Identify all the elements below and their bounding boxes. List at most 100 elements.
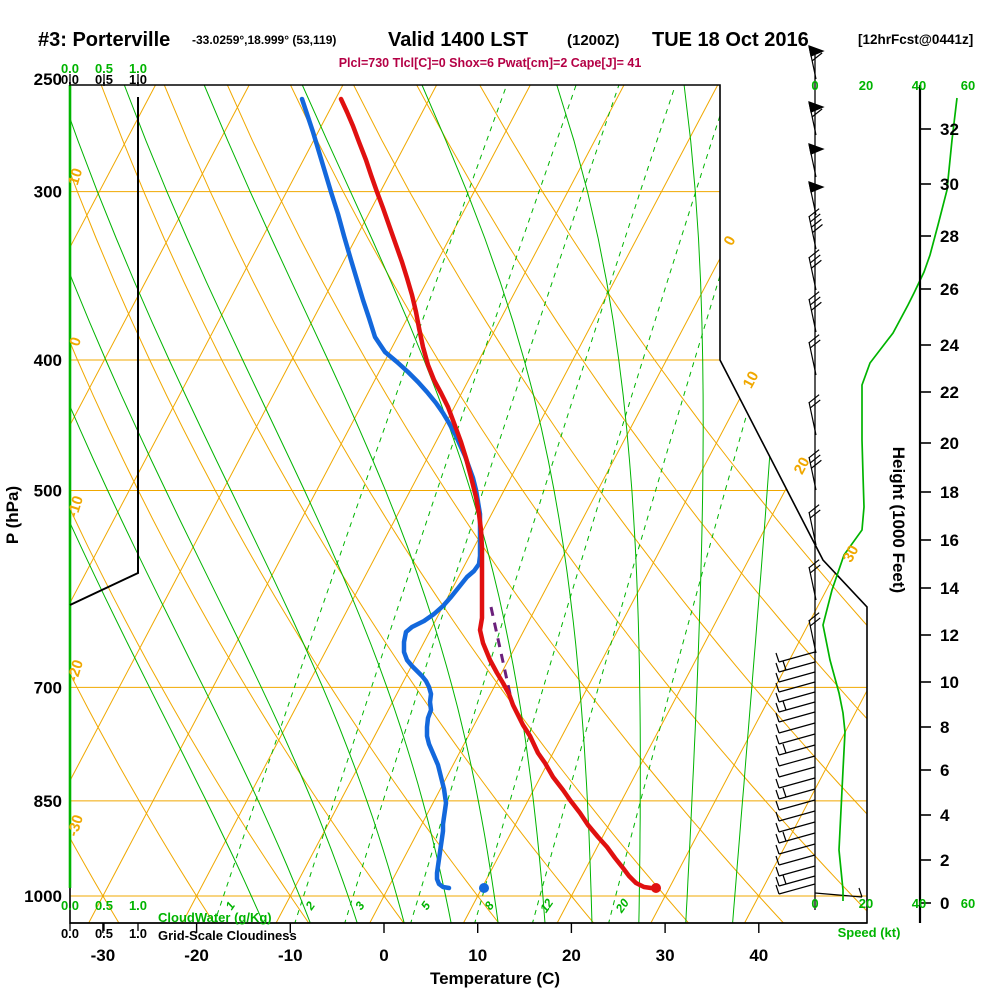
wind-barb — [778, 733, 816, 745]
dry-adiabat-line — [70, 85, 406, 923]
mixing-ratio-label: 3 — [352, 899, 367, 913]
height-tick-label: 8 — [940, 718, 949, 737]
wind-barb-feather — [811, 52, 823, 62]
wind-barb-feather — [811, 301, 822, 311]
wind-barb — [778, 681, 816, 693]
dry-adiabat-label: -10 — [64, 494, 87, 520]
speed-scale-label-bottom: 40 — [912, 896, 926, 911]
isotherm-line — [181, 85, 625, 923]
moist-adiabat-line — [185, 85, 546, 923]
height-tick-label: 28 — [940, 227, 959, 246]
height-tick-label: 22 — [940, 383, 959, 402]
title-coords: -33.0259°,18.999° (53,119) — [192, 33, 336, 47]
wind-barb-feather — [775, 692, 780, 703]
isotherm-line — [70, 85, 438, 923]
cloudwater-scale-label-top: 0.0 — [61, 61, 79, 76]
wind-barb — [814, 892, 863, 898]
wind-barb-feather — [811, 459, 822, 469]
moist-adiabat-line — [732, 85, 790, 923]
dry-adiabat-label: 10 — [65, 166, 86, 187]
isotherm-line — [88, 85, 531, 923]
isotherm-label: 30 — [840, 543, 863, 566]
cloudiness-trace — [69, 97, 139, 606]
wind-barb-feather — [775, 800, 780, 811]
wind-barb — [778, 865, 816, 877]
wind-barb — [778, 711, 816, 723]
wind-barb-feather — [808, 291, 820, 301]
wind-barb-feather — [775, 822, 780, 833]
wind-barb-feather — [782, 743, 787, 754]
pressure-tick-label: 300 — [34, 183, 62, 202]
wind-barb — [778, 701, 816, 713]
cloudiness-axis-label: Grid-Scale Cloudiness — [158, 928, 297, 943]
wind-barb-feather — [775, 734, 780, 745]
wind-barb-feather — [809, 213, 821, 223]
cloudiness-scale-label: 0.0 — [61, 926, 79, 941]
wind-barb — [778, 651, 816, 663]
mixing-ratio-label: 5 — [418, 899, 433, 913]
wind-barb-feather — [808, 504, 820, 514]
cloudwater-scale-label: 1.0 — [129, 898, 147, 913]
wind-barb-feather — [782, 787, 787, 798]
skewt-frame — [69, 84, 868, 924]
cloudiness-scale-label-top: 0.5 — [95, 72, 113, 87]
wind-barb-feather — [808, 559, 820, 569]
wind-barb-feather — [782, 831, 787, 842]
wind-barb-feather — [809, 254, 821, 264]
pressure-tick-label: 1000 — [24, 887, 62, 906]
wind-barb-pennant — [808, 143, 825, 155]
background-tan-lines — [70, 85, 867, 923]
wind-barb — [778, 755, 816, 767]
wind-barb-feather — [775, 811, 780, 822]
wind-barb — [778, 777, 816, 789]
mixing-ratio-label: 2 — [302, 899, 318, 914]
height-tick-label: 26 — [940, 280, 959, 299]
height-tick-label: 24 — [940, 336, 959, 355]
wind-barb-feather — [808, 249, 820, 259]
wind-barb-feather — [775, 844, 780, 855]
height-tick-label: 14 — [940, 579, 959, 598]
moist-adiabat-line — [70, 85, 406, 923]
wind-barbs — [775, 45, 863, 898]
pressure-tick-label: 250 — [34, 70, 62, 89]
isotherm-line — [369, 85, 812, 923]
temperature-trace — [338, 96, 654, 891]
wind-barb-feather — [775, 662, 780, 673]
wind-barb-feather — [809, 509, 821, 519]
wind-barb-feather — [782, 874, 787, 885]
wind-barb — [778, 671, 816, 683]
wind-barb-feather — [775, 723, 780, 734]
height-tick-label: 2 — [940, 851, 949, 870]
mixing-ratio-label: 20 — [612, 896, 632, 916]
dry-adiabat-line — [280, 85, 867, 923]
wind-barb-feather — [809, 339, 821, 349]
moist-adiabat-line — [70, 85, 265, 923]
mixing-ratio-line — [531, 85, 821, 923]
cloudwater-scale-label-top: 0.5 — [95, 61, 113, 76]
wind-barb — [778, 744, 816, 756]
wind-barb-feather — [808, 208, 820, 218]
params-line: Plcl=730 Tlcl[C]=0 Shox=6 Pwat[cm]=2 Cap… — [339, 56, 642, 70]
wind-barb-feather — [775, 682, 780, 693]
wind-barb-feather — [775, 767, 780, 778]
pressure-axis-label: P (hPa) — [3, 486, 22, 544]
pressure-tick-label: 500 — [34, 482, 62, 501]
cloudwater-scale-label-top: 1.0 — [129, 61, 147, 76]
height-tick-label: 18 — [940, 483, 959, 502]
pressure-tick-label: 400 — [34, 351, 62, 370]
cloudwater-scale-label: 0.0 — [61, 898, 79, 913]
wind-barb-feather — [809, 454, 821, 464]
height-tick-label: 32 — [940, 120, 959, 139]
pressure-tick-label: 850 — [34, 792, 62, 811]
speed-scale-label-bottom: 60 — [961, 896, 975, 911]
wind-barb-feather — [809, 296, 821, 306]
height-tick-label: 20 — [940, 434, 959, 453]
wind-barb-feather — [811, 108, 823, 118]
mixing-ratio-label: 12 — [537, 896, 556, 915]
isotherm-label: 0 — [721, 233, 740, 248]
wind-barb — [778, 854, 816, 866]
moist-adiabat-line — [70, 85, 452, 923]
temperature-axis-label: Temperature (C) — [430, 969, 560, 988]
speed-scale-label-top: 20 — [859, 78, 873, 93]
